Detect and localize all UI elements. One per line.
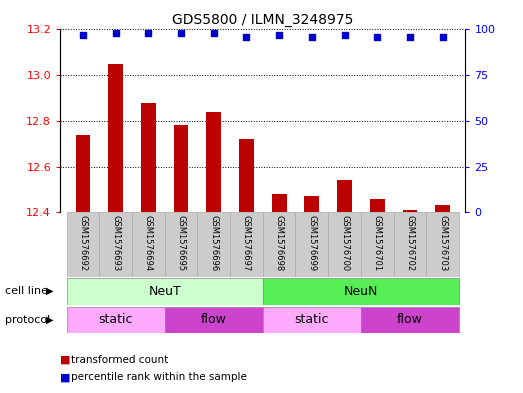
Text: GSM1576701: GSM1576701 [373,215,382,272]
Text: GSM1576697: GSM1576697 [242,215,251,272]
Text: cell line: cell line [5,286,48,296]
Bar [337,180,352,212]
Bar [263,278,459,305]
Bar [174,125,188,212]
Text: ▶: ▶ [46,286,53,296]
Bar [198,212,230,277]
Text: GSM1576695: GSM1576695 [177,215,186,272]
Text: protocol: protocol [5,315,51,325]
Point [438,34,447,40]
Point [144,30,153,36]
Text: GSM1576693: GSM1576693 [111,215,120,272]
Text: NeuT: NeuT [149,285,181,298]
Bar [328,212,361,277]
Text: GSM1576703: GSM1576703 [438,215,447,272]
Point [111,30,120,36]
Text: ■: ■ [60,372,71,382]
Text: GSM1576696: GSM1576696 [209,215,218,272]
Bar [207,112,221,212]
Text: GSM1576700: GSM1576700 [340,215,349,272]
Bar [361,307,459,333]
Point [79,32,87,38]
Text: flow: flow [201,313,226,327]
Text: percentile rank within the sample: percentile rank within the sample [71,372,246,382]
Text: GSM1576692: GSM1576692 [78,215,87,272]
Bar [272,194,287,212]
Point [340,32,349,38]
Bar [230,212,263,277]
Bar [99,212,132,277]
Point [308,34,316,40]
Point [210,30,218,36]
Bar [108,64,123,212]
Bar [263,212,295,277]
Bar [239,139,254,212]
Point [373,34,381,40]
Bar [403,210,417,212]
Bar [67,278,263,305]
Bar [304,196,319,212]
Text: GSM1576698: GSM1576698 [275,215,283,272]
Text: transformed count: transformed count [71,354,168,365]
Bar [67,307,165,333]
Text: static: static [294,313,329,327]
Bar [370,198,384,212]
Bar [426,212,459,277]
Text: GSM1576702: GSM1576702 [405,215,414,272]
Text: static: static [98,313,133,327]
Bar [67,212,99,277]
Text: flow: flow [397,313,423,327]
Title: GDS5800 / ILMN_3248975: GDS5800 / ILMN_3248975 [172,13,354,27]
Bar [361,212,394,277]
Point [275,32,283,38]
Bar [165,212,198,277]
Point [177,30,185,36]
Text: ■: ■ [60,354,71,365]
Text: GSM1576699: GSM1576699 [308,215,316,272]
Bar [132,212,165,277]
Bar [263,307,361,333]
Bar [435,206,450,212]
Text: ▶: ▶ [46,315,53,325]
Bar [165,307,263,333]
Point [242,34,251,40]
Bar [76,134,90,212]
Bar [295,212,328,277]
Text: GSM1576694: GSM1576694 [144,215,153,272]
Point [406,34,414,40]
Bar [394,212,426,277]
Bar [141,103,156,212]
Text: NeuN: NeuN [344,285,378,298]
